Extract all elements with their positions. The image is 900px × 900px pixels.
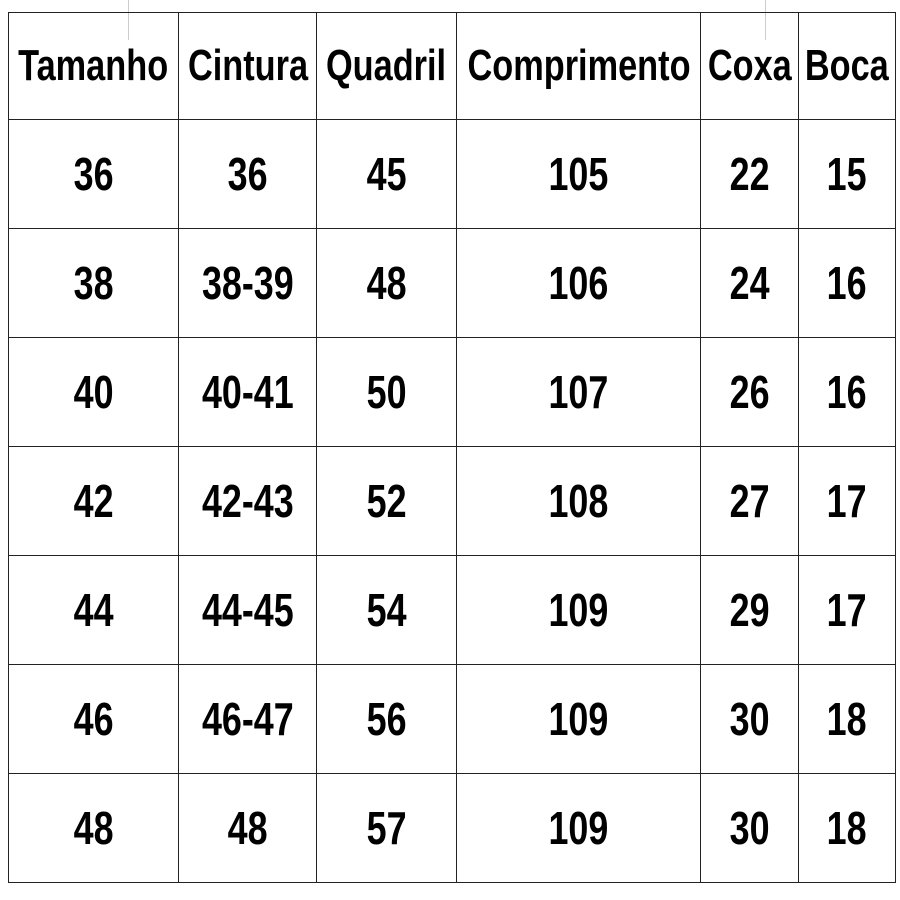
table-cell: 36 bbox=[178, 119, 317, 229]
table-cell: 107 bbox=[456, 337, 701, 447]
header-cell: Boca bbox=[798, 12, 896, 120]
table-cell: 44-45 bbox=[178, 555, 317, 665]
table-cell: 109 bbox=[456, 773, 701, 883]
table-cell: 42-43 bbox=[178, 446, 317, 556]
header-cell: Comprimento bbox=[456, 12, 701, 120]
table-cell: 40-41 bbox=[178, 337, 317, 447]
header-row: Tamanho Cintura Quadril Comprimento Coxa… bbox=[8, 12, 896, 120]
table-cell: 45 bbox=[316, 119, 457, 229]
table-cell: 46-47 bbox=[178, 664, 317, 774]
table-cell: 46 bbox=[8, 664, 179, 774]
table-cell: 22 bbox=[700, 119, 799, 229]
table-cell: 18 bbox=[798, 773, 896, 883]
table-cell: 48 bbox=[178, 773, 317, 883]
table-cell: 29 bbox=[700, 555, 799, 665]
table-cell: 24 bbox=[700, 228, 799, 338]
table-cell: 56 bbox=[316, 664, 457, 774]
table-cell: 26 bbox=[700, 337, 799, 447]
table-cell: 18 bbox=[798, 664, 896, 774]
table-cell: 16 bbox=[798, 337, 896, 447]
table-cell: 27 bbox=[700, 446, 799, 556]
table-cell: 105 bbox=[456, 119, 701, 229]
header-cell: Quadril bbox=[316, 12, 457, 120]
header-cell: Cintura bbox=[178, 12, 317, 120]
table-cell: 44 bbox=[8, 555, 179, 665]
table-cell: 15 bbox=[798, 119, 896, 229]
table-row: 46 46-47 56 109 30 18 bbox=[8, 664, 896, 774]
table-row: 44 44-45 54 109 29 17 bbox=[8, 555, 896, 665]
table-cell: 38 bbox=[8, 228, 179, 338]
table-cell: 40 bbox=[8, 337, 179, 447]
table-cell: 16 bbox=[798, 228, 896, 338]
table-cell: 106 bbox=[456, 228, 701, 338]
table-cell: 52 bbox=[316, 446, 457, 556]
table-cell: 42 bbox=[8, 446, 179, 556]
table-row: 40 40-41 50 107 26 16 bbox=[8, 337, 896, 447]
table-cell: 30 bbox=[700, 664, 799, 774]
header-cell: Tamanho bbox=[8, 12, 179, 120]
table-cell: 57 bbox=[316, 773, 457, 883]
table-row: 42 42-43 52 108 27 17 bbox=[8, 446, 896, 556]
table-cell: 109 bbox=[456, 555, 701, 665]
table-cell: 48 bbox=[316, 228, 457, 338]
table-cell: 36 bbox=[8, 119, 179, 229]
table-cell: 48 bbox=[8, 773, 179, 883]
table-row: 36 36 45 105 22 15 bbox=[8, 119, 896, 229]
table-cell: 38-39 bbox=[178, 228, 317, 338]
table-cell: 30 bbox=[700, 773, 799, 883]
table-cell: 108 bbox=[456, 446, 701, 556]
table-row: 48 48 57 109 30 18 bbox=[8, 773, 896, 883]
header-cell: Coxa bbox=[700, 12, 799, 120]
table-cell: 109 bbox=[456, 664, 701, 774]
table-cell: 54 bbox=[316, 555, 457, 665]
table-cell: 17 bbox=[798, 555, 896, 665]
size-chart-table: Tamanho Cintura Quadril Comprimento Coxa… bbox=[8, 12, 896, 883]
table-row: 38 38-39 48 106 24 16 bbox=[8, 228, 896, 338]
table-cell: 50 bbox=[316, 337, 457, 447]
table-cell: 17 bbox=[798, 446, 896, 556]
